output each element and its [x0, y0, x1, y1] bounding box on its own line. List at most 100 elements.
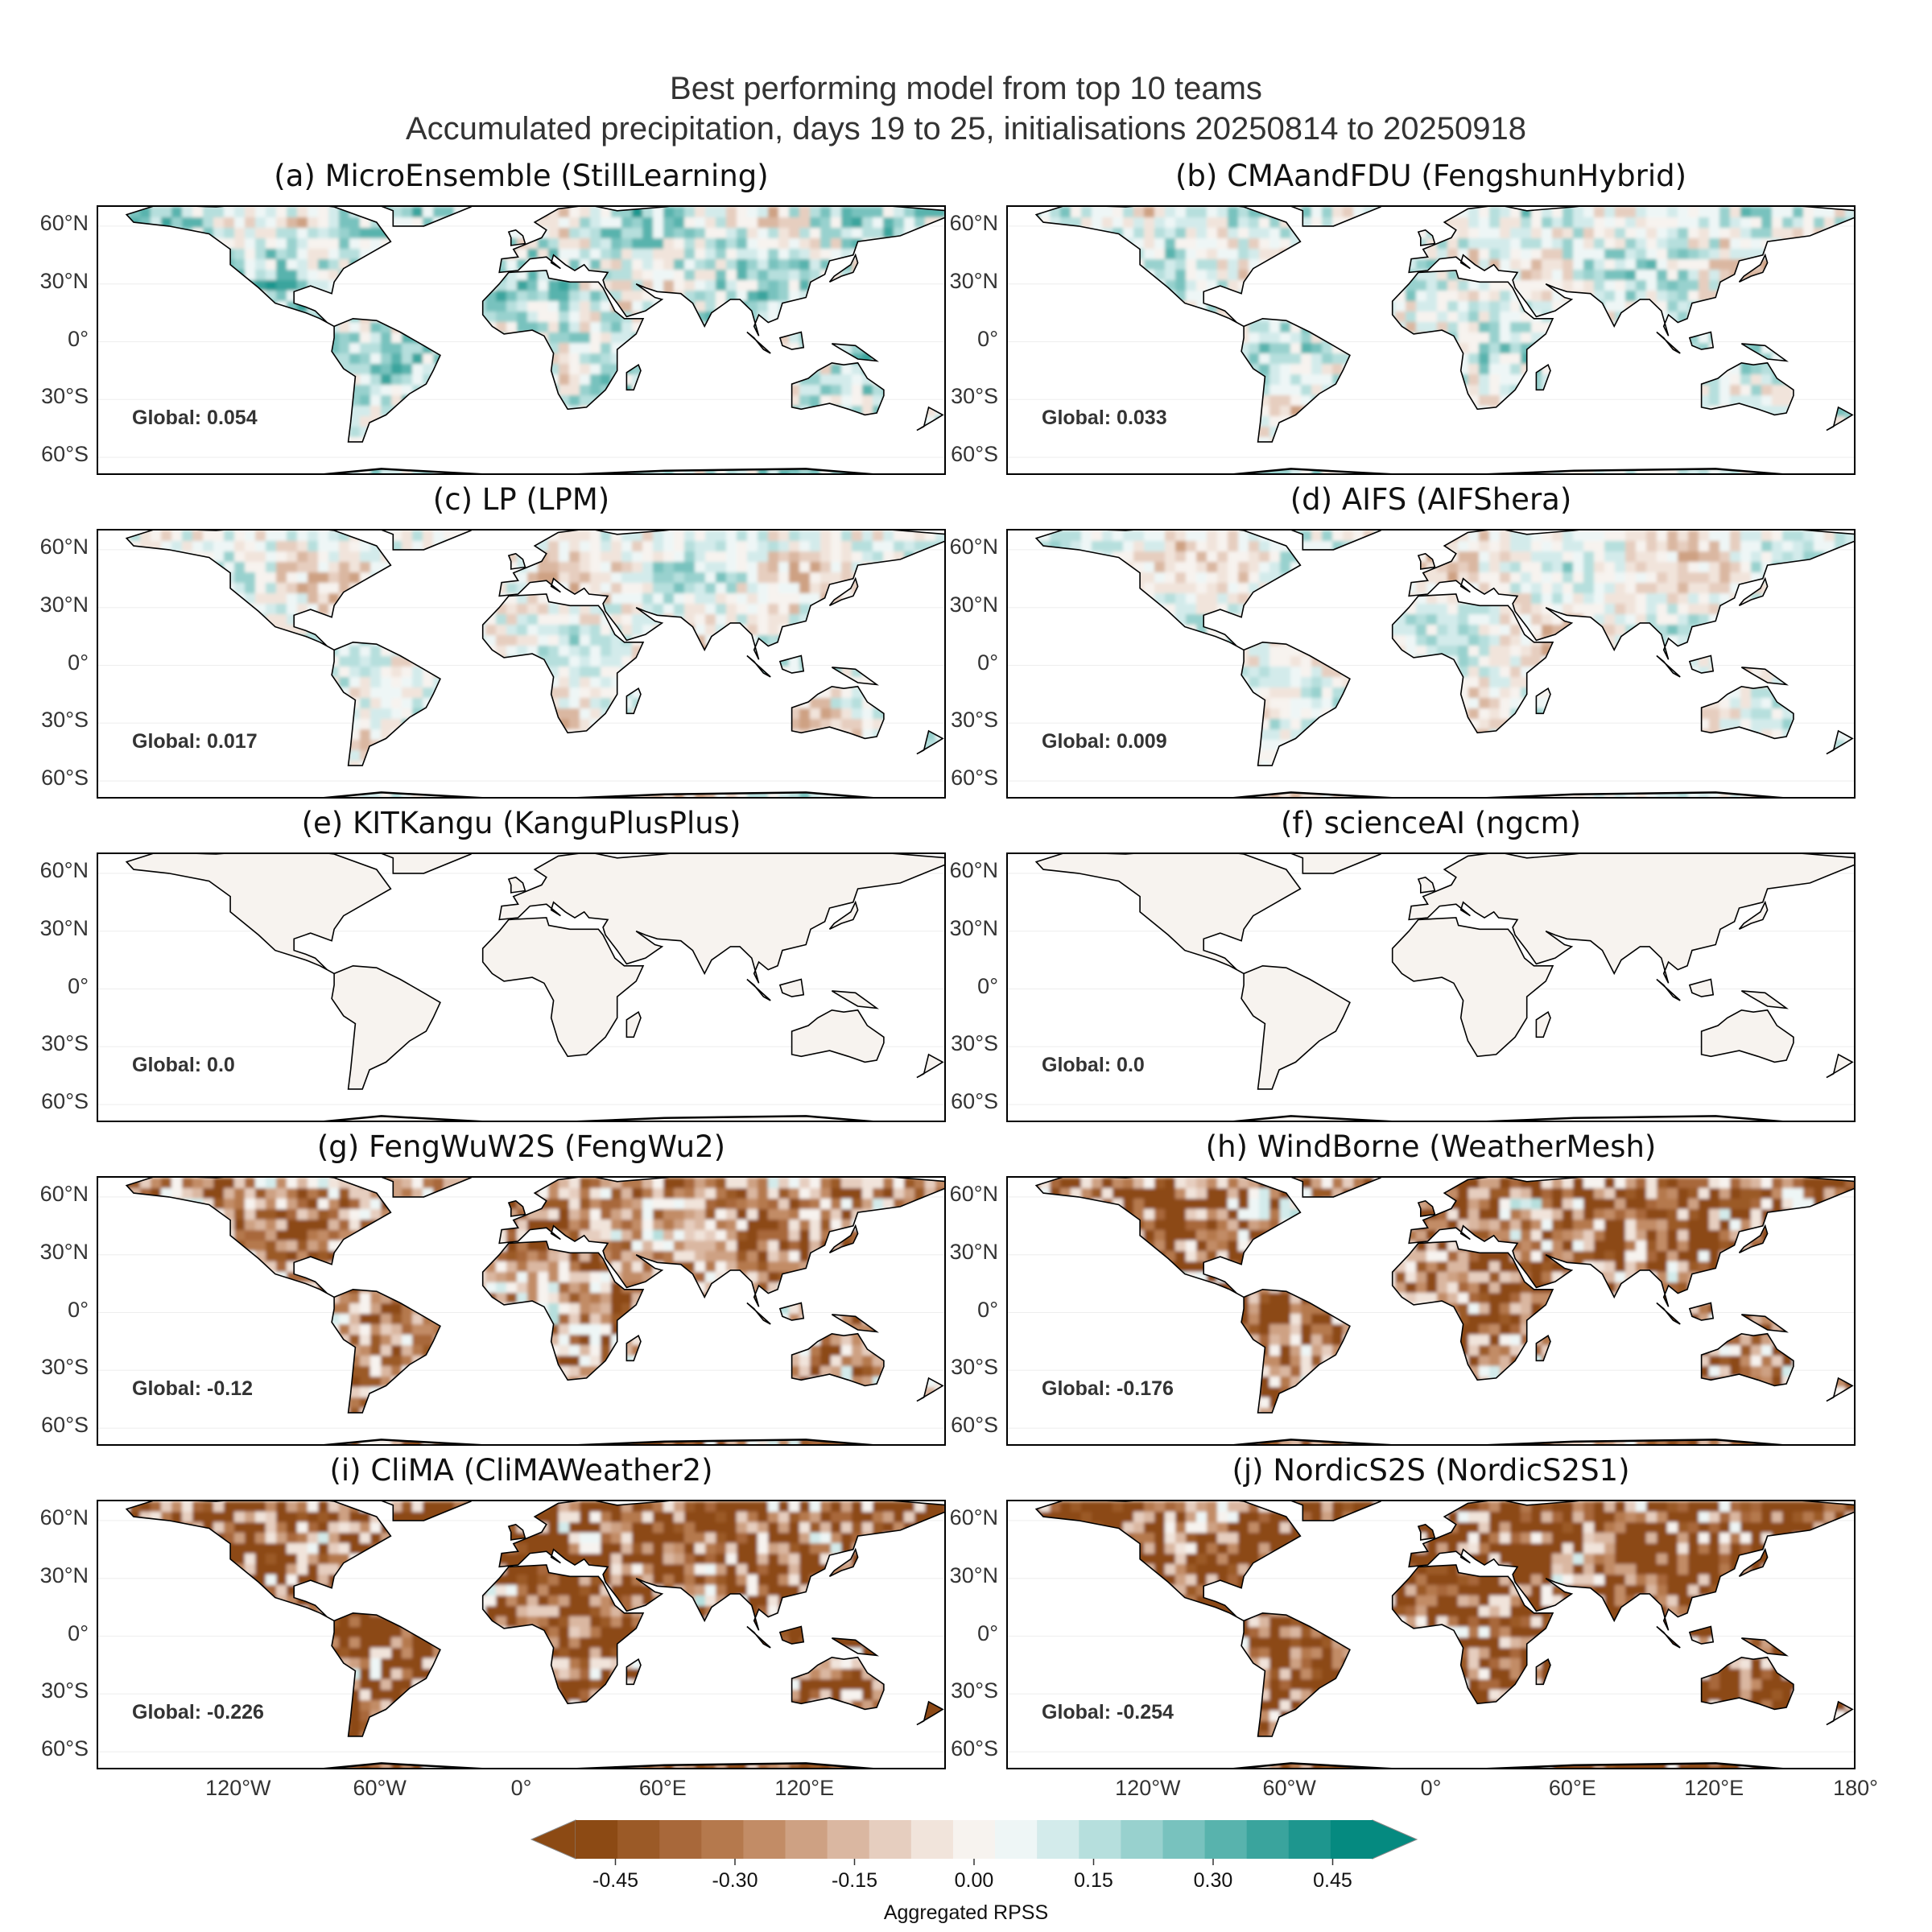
x-tick-label: 60°W	[353, 1776, 407, 1800]
y-tick-label: 0°	[68, 973, 89, 998]
coastline	[331, 317, 441, 443]
coastline	[1700, 1656, 1794, 1711]
panel-title: (e) KITKangu (KanguPlusPlus)	[301, 806, 741, 840]
coastline	[125, 854, 392, 975]
y-tick-label: 30°S	[951, 1678, 998, 1703]
coastline	[1232, 1762, 1783, 1768]
coastline	[791, 1656, 885, 1711]
colorbar-tick-label: 0.45	[1313, 1869, 1352, 1892]
colorbar-segment	[1037, 1820, 1080, 1859]
coastline	[791, 361, 885, 416]
map-panel: Global: -0.176	[1006, 1176, 1856, 1446]
coastline	[916, 729, 944, 755]
coastline	[1408, 530, 1854, 660]
y-tick-label: 60°N	[949, 534, 998, 559]
coastline	[381, 854, 472, 874]
coastline	[1408, 207, 1854, 336]
coastline	[1688, 978, 1715, 997]
coastline	[381, 1501, 472, 1521]
coastline	[1656, 1625, 1681, 1649]
coastline	[831, 1637, 879, 1657]
chart-title-line2: Accumulated precipitation, days 19 to 25…	[405, 111, 1527, 147]
global-score-label: Global: -0.176	[1042, 1377, 1174, 1400]
coastline	[746, 978, 771, 1001]
y-tick-label: 60°S	[951, 1089, 998, 1114]
map-panel: Global: -0.254	[1006, 1500, 1856, 1769]
coastline	[1391, 1241, 1554, 1381]
y-tick-label: 60°S	[951, 1736, 998, 1761]
y-tick-label: 30°N	[949, 1563, 998, 1587]
y-tick-label: 60°S	[951, 766, 998, 791]
coastline	[498, 530, 944, 660]
y-tick-label: 0°	[977, 650, 998, 675]
y-tick-label: 30°S	[41, 1678, 89, 1703]
y-tick-label: 30°N	[39, 268, 89, 293]
coastline	[1391, 917, 1554, 1058]
coastline	[828, 1547, 859, 1578]
colorbar-segment	[1288, 1820, 1331, 1859]
coastline	[1740, 343, 1789, 362]
map-panel: Global: 0.0	[97, 852, 946, 1122]
coastline	[381, 1178, 472, 1198]
coastline	[1740, 990, 1789, 1009]
y-tick-label: 30°S	[951, 1355, 998, 1380]
coastline	[498, 207, 944, 336]
coastline	[125, 1501, 392, 1622]
rpss-field	[98, 207, 944, 473]
y-tick-label: 60°S	[41, 766, 89, 791]
map-panel: Global: 0.033	[1006, 205, 1856, 475]
colorbar-segment	[701, 1820, 744, 1859]
coastline	[916, 1700, 944, 1726]
map-svg	[1008, 207, 1854, 473]
coastline	[1738, 1224, 1769, 1254]
x-tick-label: 60°E	[1548, 1776, 1596, 1800]
y-tick-label: 30°N	[949, 1239, 998, 1264]
colorbar-extend-low	[530, 1819, 576, 1860]
coastline	[828, 900, 859, 931]
y-tick-label: 0°	[68, 650, 89, 675]
y-tick-label: 0°	[68, 1297, 89, 1322]
coastline	[791, 1332, 885, 1387]
y-tick-label: 0°	[977, 326, 998, 351]
colorbar-extend-high	[1372, 1819, 1418, 1860]
colorbar-tick-label: -0.30	[712, 1869, 758, 1892]
coastline	[481, 1241, 645, 1381]
panel-title: (h) WindBorne (WeatherMesh)	[1205, 1129, 1657, 1164]
y-tick-label: 30°N	[949, 268, 998, 293]
colorbar-tick-label: -0.15	[832, 1869, 877, 1892]
coastline	[1417, 552, 1436, 570]
y-tick-label: 30°S	[41, 1031, 89, 1056]
coastline	[831, 990, 879, 1009]
coastline	[507, 1199, 526, 1217]
y-tick-label: 30°S	[951, 708, 998, 733]
coastline	[1232, 468, 1783, 473]
global-score-label: Global: -0.254	[1042, 1701, 1174, 1724]
coastline	[1535, 1010, 1551, 1038]
map-svg	[98, 530, 944, 797]
rpss-field	[98, 854, 944, 1121]
coastline	[1826, 729, 1854, 755]
y-tick-label: 30°N	[39, 1239, 89, 1264]
rpss-field	[1008, 1501, 1854, 1768]
y-tick-label: 30°N	[39, 1563, 89, 1587]
panel-title: (d) AIFS (AIFShera)	[1290, 482, 1572, 517]
y-tick-label: 60°N	[39, 857, 89, 882]
global-score-label: Global: 0.0	[132, 1054, 235, 1076]
coastline	[1535, 687, 1551, 715]
panel-title: (j) NordicS2S (NordicS2S1)	[1232, 1453, 1630, 1488]
y-tick-label: 30°S	[951, 384, 998, 409]
coastline	[1688, 654, 1715, 674]
coastline	[778, 1302, 805, 1321]
map-svg	[98, 1178, 944, 1444]
global-score-label: Global: -0.12	[132, 1377, 254, 1400]
coastline	[1408, 1501, 1854, 1631]
global-score-label: Global: -0.226	[132, 1701, 264, 1724]
coastline	[746, 1625, 771, 1649]
coastline	[1688, 331, 1715, 350]
coastline	[1535, 1334, 1551, 1362]
coastline	[916, 1053, 944, 1079]
coastline	[507, 876, 526, 894]
colorbar-segment	[952, 1820, 996, 1859]
coastline	[1241, 641, 1351, 766]
y-tick-label: 30°N	[949, 915, 998, 940]
